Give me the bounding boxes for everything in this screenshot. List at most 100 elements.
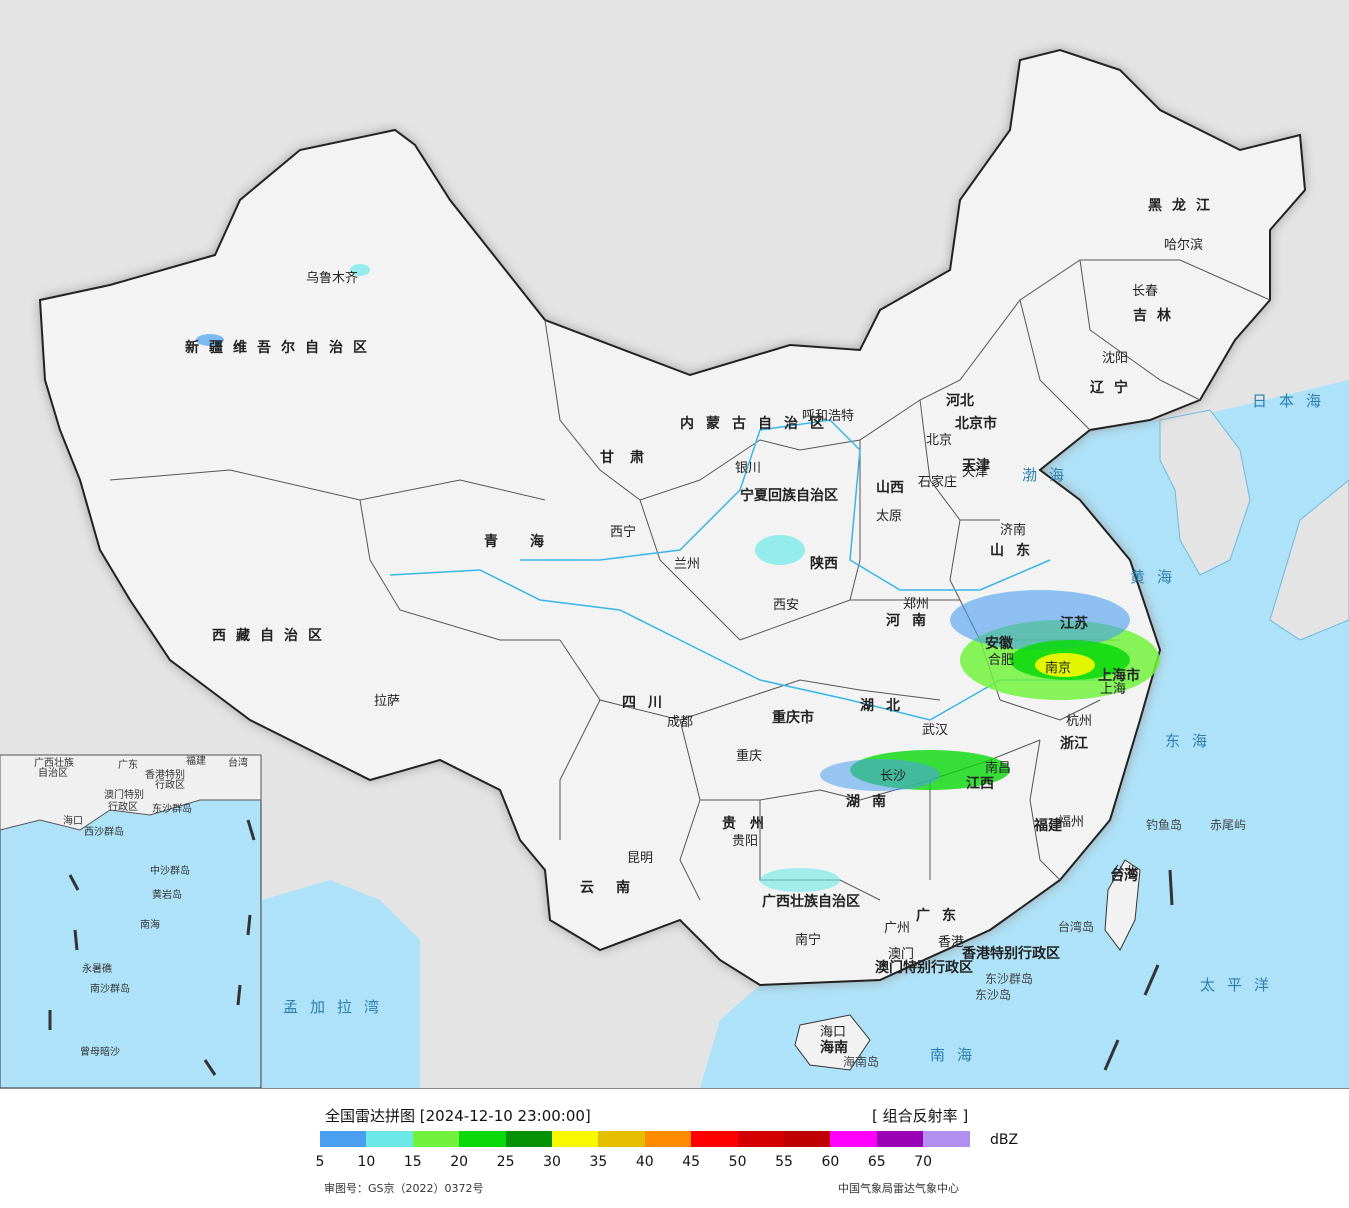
legend-panel: 全国雷达拼图 [2024-12-10 23:00:00] [ 组合反射率 ] 5…	[0, 1089, 1349, 1208]
city-label: 长春	[1132, 284, 1158, 299]
province-label: 辽宁	[1090, 379, 1138, 396]
inset-label: 南海	[140, 918, 160, 931]
sea-label: 黄海	[1130, 568, 1184, 586]
province-label: 西藏自治区	[212, 627, 332, 644]
color-scale-tick: 35	[589, 1154, 608, 1170]
city-label: 郑州	[903, 597, 929, 612]
color-scale-tick: 10	[357, 1154, 376, 1170]
color-swatch	[598, 1131, 646, 1147]
radar-map[interactable]: 新疆维吾尔自治区 西藏自治区 青海 甘肃 内蒙古自治区 宁夏回族自治区 陕西 山西 河北 山东 河南…	[0, 0, 1349, 1089]
city-label: 兰州	[674, 557, 700, 572]
city-label: 沈阳	[1102, 351, 1128, 366]
map-approval-number: 审图号：GS京（2022）0372号	[324, 1182, 484, 1195]
city-label: 武汉	[922, 723, 948, 738]
inset-label: 南沙群岛	[90, 982, 130, 995]
inset-label: 曾母暗沙	[80, 1045, 120, 1058]
inset-label: 西沙群岛	[84, 825, 124, 838]
province-label: 陕西	[810, 555, 838, 572]
island-label: 台湾岛	[1058, 919, 1094, 934]
island-label: 钓鱼岛	[1146, 817, 1182, 832]
radar-echoes	[196, 264, 1160, 892]
color-scale-tick: 5	[315, 1154, 325, 1170]
sea-bay-of-bengal	[262, 880, 420, 1088]
province-label: 天津	[962, 457, 990, 474]
province-label: 江苏	[1060, 615, 1088, 632]
sea-label: 东海	[1165, 732, 1219, 750]
sea-label: 渤海	[1022, 466, 1076, 484]
color-swatch	[784, 1131, 831, 1147]
inset-label: 永暑礁	[82, 962, 112, 975]
color-scale-tick: 40	[635, 1154, 654, 1170]
city-label: 重庆	[736, 748, 762, 764]
city-label: 北京	[926, 433, 952, 448]
city-label: 南京	[1045, 660, 1071, 676]
province-label: 黑龙江	[1148, 197, 1220, 214]
inset-mainland	[0, 754, 262, 831]
city-label: 香港	[938, 935, 964, 950]
island-label: 海南岛	[843, 1054, 879, 1069]
city-label: 海口	[820, 1025, 846, 1040]
province-label: 澳门特别行政区	[875, 959, 973, 976]
city-label: 呼和浩特	[802, 409, 854, 424]
color-scale-tick: 15	[403, 1154, 422, 1170]
city-label: 澳门	[888, 946, 914, 962]
city-label: 台北	[1112, 865, 1138, 880]
province-label: 广西壮族自治区	[762, 893, 860, 910]
color-scale-tick: 45	[682, 1154, 701, 1170]
color-scale-tick: 65	[867, 1154, 886, 1170]
province-label: 安徽	[985, 635, 1014, 652]
color-swatch	[459, 1131, 507, 1147]
province-label: 台湾	[1110, 867, 1138, 884]
color-scale-tick: 60	[821, 1154, 840, 1170]
city-label: 西安	[773, 598, 799, 613]
color-swatch	[552, 1131, 599, 1147]
island-label: 东沙岛	[975, 987, 1011, 1002]
province-label: 甘肃	[600, 449, 660, 466]
inset-label: 广西壮族	[34, 756, 74, 769]
china-landmass	[38, 48, 1307, 987]
province-label: 山东	[990, 542, 1042, 559]
province-label: 广东	[916, 907, 968, 924]
province-label: 海南	[820, 1039, 848, 1056]
city-label: 石家庄	[918, 474, 957, 490]
province-label: 山西	[876, 480, 904, 496]
color-swatch	[830, 1131, 878, 1147]
korean-peninsula	[1159, 409, 1251, 576]
sea-label: 南海	[930, 1046, 984, 1064]
city-label: 杭州	[1066, 714, 1092, 729]
province-label: 湖北	[860, 698, 912, 714]
inset-label: 行政区	[155, 778, 185, 791]
color-scale-tick: 20	[450, 1154, 469, 1170]
province-label: 江西	[966, 775, 994, 792]
city-label: 福州	[1058, 815, 1084, 830]
color-swatch	[691, 1131, 739, 1147]
color-swatch	[923, 1131, 971, 1147]
inset-label: 广东	[118, 758, 138, 771]
color-swatch	[505, 1131, 553, 1147]
province-label: 云南	[580, 879, 652, 896]
sea-label: 太平洋	[1200, 976, 1281, 994]
sea-label: 日本海	[1252, 392, 1333, 410]
province-label: 上海市	[1098, 667, 1140, 684]
city-label: 天津	[962, 465, 988, 480]
city-label: 贵阳	[732, 834, 758, 849]
city-label: 上海	[1100, 682, 1126, 697]
province-label: 四川	[622, 695, 674, 711]
city-label: 合肥	[988, 653, 1014, 668]
taiwan-island	[1104, 859, 1141, 951]
province-label: 浙江	[1060, 735, 1088, 752]
japan-islands	[1269, 479, 1349, 641]
color-swatch	[644, 1131, 692, 1147]
inset-label: 黄岩岛	[152, 888, 182, 901]
sea-label: 孟加拉湾	[283, 998, 391, 1016]
inset-label: 台湾	[228, 756, 248, 769]
inset-label: 自治区	[38, 766, 68, 779]
inset-label: 海口	[63, 814, 83, 827]
city-label: 西宁	[610, 524, 636, 540]
color-scale-tick: 55	[775, 1154, 793, 1170]
city-label: 济南	[1000, 522, 1026, 538]
city-label: 拉萨	[374, 694, 400, 709]
island-label: 东沙群岛	[985, 971, 1033, 986]
province-label: 福建	[1033, 817, 1062, 834]
